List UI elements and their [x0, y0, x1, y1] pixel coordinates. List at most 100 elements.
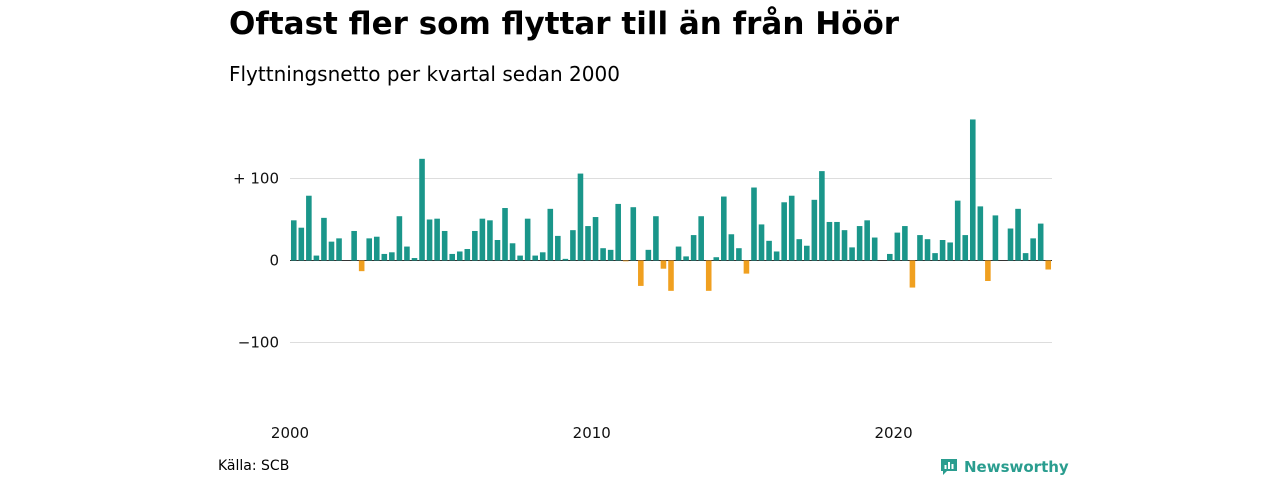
- bar-73: [841, 230, 848, 261]
- bar-8: [351, 230, 357, 261]
- bar-3: [313, 255, 320, 261]
- bar-20: [441, 230, 448, 261]
- chart-subtitle: Flyttningsnetto per kvartal sedan 2000: [229, 62, 620, 86]
- bar-41: [600, 248, 606, 261]
- bar-76: [864, 220, 870, 261]
- bar-11: [373, 236, 380, 261]
- bar-21: [449, 253, 455, 261]
- bar-54: [698, 216, 704, 261]
- bar-22: [456, 251, 463, 261]
- source-note: Källa: SCB: [218, 458, 290, 474]
- bar-59: [736, 248, 742, 261]
- bar-98: [1030, 238, 1036, 261]
- bar-92: [985, 260, 991, 281]
- bar-26: [487, 220, 493, 261]
- bar-17: [419, 158, 425, 261]
- bar-61: [751, 187, 757, 261]
- bar-87: [947, 242, 953, 261]
- bar-39: [585, 226, 591, 261]
- chart-title: Oftast fler som flyttar till än från Höö…: [229, 6, 900, 42]
- bar-99: [1037, 223, 1044, 261]
- bar-85: [932, 253, 938, 261]
- newsworthy-logo-icon: [941, 459, 957, 475]
- bar-30: [517, 255, 523, 261]
- bar-14: [396, 216, 403, 261]
- x-tick-label: 2020: [874, 424, 912, 442]
- bar-91: [977, 206, 984, 261]
- bar-25: [479, 218, 486, 261]
- bar-75: [856, 226, 863, 261]
- x-axis-labels: 2000 2010 2020: [271, 424, 913, 442]
- bar-0: [290, 220, 297, 261]
- bar-53: [690, 235, 697, 261]
- bar-4: [321, 217, 327, 261]
- bar-93: [992, 215, 999, 261]
- bar-23: [464, 249, 471, 261]
- bar-16: [411, 258, 418, 261]
- bar-32: [532, 255, 538, 261]
- bar-70: [819, 171, 825, 261]
- bar-45: [630, 207, 637, 261]
- bar-37: [570, 230, 576, 261]
- y-tick-label: + 100: [233, 170, 279, 188]
- bar-34: [547, 208, 554, 261]
- bar-9: [358, 260, 365, 272]
- x-tick-label: 2000: [271, 424, 309, 442]
- bar-27: [494, 240, 501, 261]
- bar-96: [1015, 208, 1021, 261]
- bar-68: [804, 245, 810, 261]
- bar-63: [766, 240, 772, 261]
- bar-35: [555, 235, 561, 261]
- bar-88: [954, 200, 961, 261]
- brand-name: Newsworthy: [964, 458, 1069, 476]
- brand[interactable]: Newsworthy: [940, 457, 1069, 477]
- bar-89: [962, 235, 969, 261]
- bar-1: [298, 227, 305, 261]
- bar-86: [939, 240, 946, 261]
- bar-71: [826, 221, 833, 261]
- bar-28: [502, 208, 508, 261]
- bar-74: [849, 247, 855, 261]
- bars: [290, 119, 1052, 291]
- bar-66: [788, 195, 795, 261]
- bar-49: [660, 260, 667, 269]
- bar-40: [592, 217, 599, 261]
- bar-69: [811, 199, 818, 261]
- bar-90: [969, 119, 976, 261]
- y-axis-labels: + 100 0 −100: [233, 170, 279, 352]
- bar-80: [894, 232, 901, 261]
- bar-29: [509, 243, 516, 261]
- bar-36: [562, 258, 569, 261]
- bar-47: [645, 249, 652, 261]
- bar-65: [781, 202, 787, 261]
- bar-12: [381, 253, 388, 261]
- bar-42: [607, 249, 614, 261]
- bar-100: [1045, 260, 1052, 270]
- bar-2: [306, 195, 312, 261]
- bar-19: [434, 218, 440, 261]
- bar-33: [539, 252, 546, 261]
- bar-84: [924, 239, 931, 261]
- bar-58: [728, 234, 735, 261]
- y-tick-label: 0: [269, 252, 279, 270]
- bar-46: [638, 260, 644, 286]
- bar-82: [909, 260, 916, 288]
- bar-38: [577, 173, 584, 261]
- bar-60: [743, 260, 750, 274]
- bar-83: [917, 235, 923, 261]
- bar-10: [366, 238, 373, 261]
- y-tick-label: −100: [238, 334, 279, 352]
- bar-31: [524, 218, 531, 261]
- bar-77: [871, 237, 878, 261]
- bar-79: [887, 253, 893, 261]
- bar-18: [426, 219, 433, 261]
- bar-95: [1007, 228, 1014, 261]
- bar-97: [1022, 253, 1029, 261]
- bar-56: [713, 257, 720, 261]
- bar-44: [622, 260, 629, 262]
- bar-5: [328, 241, 335, 261]
- bar-51: [675, 246, 682, 261]
- bar-13: [389, 252, 395, 261]
- bar-55: [705, 260, 712, 291]
